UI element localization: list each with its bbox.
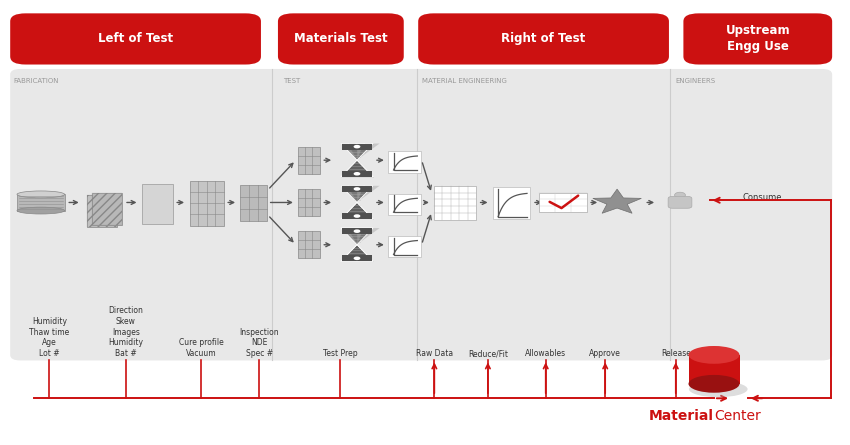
Bar — [343, 143, 371, 150]
Polygon shape — [341, 160, 373, 177]
Polygon shape — [341, 228, 373, 244]
FancyBboxPatch shape — [418, 13, 669, 65]
Ellipse shape — [688, 375, 740, 393]
Text: Upstream
Engg Use: Upstream Engg Use — [725, 24, 790, 53]
Text: Release: Release — [660, 349, 691, 358]
Polygon shape — [357, 228, 364, 244]
Polygon shape — [358, 186, 371, 202]
Polygon shape — [357, 186, 364, 202]
Bar — [388, 151, 421, 173]
Text: MATERIAL ENGINEERING: MATERIAL ENGINEERING — [422, 78, 507, 84]
Polygon shape — [358, 228, 380, 244]
Text: Right of Test: Right of Test — [502, 32, 586, 45]
Bar — [240, 185, 267, 221]
Polygon shape — [358, 143, 380, 159]
Text: Reduce/Fit: Reduce/Fit — [468, 349, 508, 358]
Bar — [298, 147, 320, 174]
Ellipse shape — [17, 191, 65, 198]
Bar — [343, 170, 371, 177]
FancyBboxPatch shape — [683, 13, 832, 65]
Polygon shape — [358, 143, 371, 159]
Bar — [142, 184, 173, 224]
Polygon shape — [348, 186, 357, 202]
Bar — [190, 181, 224, 226]
Text: ENGINEERS: ENGINEERS — [675, 78, 715, 84]
Circle shape — [354, 172, 360, 175]
Circle shape — [354, 229, 360, 233]
Text: Raw Data: Raw Data — [416, 349, 453, 358]
Text: Material: Material — [649, 409, 714, 423]
Polygon shape — [341, 228, 373, 244]
Text: FABRICATION: FABRICATION — [14, 78, 60, 84]
Bar — [388, 236, 421, 257]
Bar — [434, 186, 476, 220]
Ellipse shape — [17, 207, 65, 214]
Polygon shape — [341, 228, 373, 245]
Polygon shape — [348, 143, 357, 159]
Text: Consume: Consume — [743, 193, 782, 202]
Polygon shape — [358, 186, 380, 202]
Polygon shape — [341, 186, 373, 202]
Bar — [343, 228, 371, 234]
Circle shape — [354, 187, 360, 190]
Text: Inspection
NDE
Spec #: Inspection NDE Spec # — [240, 328, 279, 358]
Text: Test Prep: Test Prep — [323, 349, 357, 358]
Polygon shape — [341, 245, 373, 261]
Bar — [298, 189, 320, 216]
Bar — [343, 186, 371, 192]
Circle shape — [354, 145, 360, 148]
Polygon shape — [348, 228, 357, 244]
Bar — [343, 255, 371, 261]
Polygon shape — [341, 202, 373, 219]
Text: Left of Test: Left of Test — [98, 32, 173, 45]
Text: TEST: TEST — [283, 78, 300, 84]
Text: Cure profile
Vacuum: Cure profile Vacuum — [179, 339, 224, 358]
FancyBboxPatch shape — [10, 13, 261, 65]
Bar — [17, 194, 65, 210]
Text: Humidity
Thaw time
Age
Lot #: Humidity Thaw time Age Lot # — [29, 317, 70, 358]
Circle shape — [354, 256, 360, 260]
FancyBboxPatch shape — [278, 13, 404, 65]
Text: Center: Center — [714, 409, 761, 423]
Polygon shape — [592, 189, 642, 213]
Polygon shape — [341, 186, 373, 202]
Bar — [92, 193, 122, 225]
Polygon shape — [341, 143, 373, 159]
Bar — [688, 355, 740, 384]
Polygon shape — [358, 228, 371, 244]
Bar — [87, 195, 117, 227]
Text: Allowables: Allowables — [525, 349, 566, 358]
Polygon shape — [341, 228, 357, 244]
Bar — [388, 194, 421, 215]
Bar — [493, 187, 530, 219]
Bar — [87, 195, 117, 227]
Polygon shape — [357, 143, 364, 159]
Circle shape — [675, 192, 685, 198]
Bar — [343, 213, 371, 219]
Polygon shape — [341, 143, 373, 160]
FancyBboxPatch shape — [10, 69, 832, 360]
FancyBboxPatch shape — [668, 196, 692, 208]
Text: Approve: Approve — [589, 349, 621, 358]
Circle shape — [354, 214, 360, 218]
Text: Direction
Skew
Images
Humidity
Bat #: Direction Skew Images Humidity Bat # — [108, 306, 144, 358]
Text: Materials Test: Materials Test — [294, 32, 388, 45]
Polygon shape — [341, 186, 357, 202]
Bar — [539, 193, 586, 212]
Ellipse shape — [688, 346, 740, 364]
Polygon shape — [341, 143, 373, 159]
Ellipse shape — [688, 381, 748, 397]
Polygon shape — [341, 186, 373, 202]
Bar — [298, 231, 320, 258]
Bar — [92, 193, 122, 225]
Polygon shape — [341, 143, 357, 159]
